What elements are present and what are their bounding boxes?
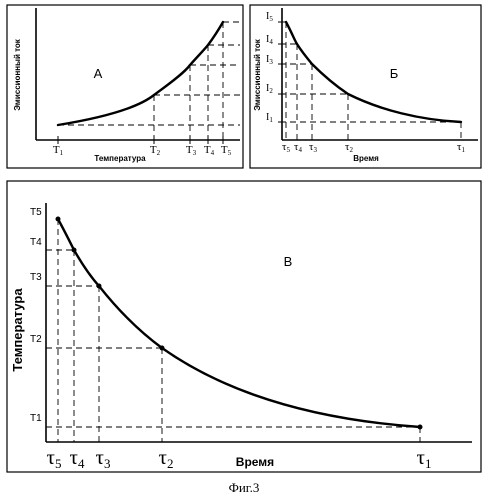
panel-b: I5 I4 I3 I2 I1 τ5 τ4 τ3 τ2 τ1 Время Эмис…	[250, 5, 481, 168]
figure-caption: Фиг.3	[229, 480, 260, 495]
panel-v-y-tick-label: T5	[30, 207, 42, 218]
panel-v-point-1	[418, 425, 423, 430]
panel-v-point-5	[56, 217, 61, 222]
panel-b-x-label: Время	[353, 154, 379, 163]
panel-b-letter: Б	[390, 66, 399, 81]
panel-v-frame	[7, 181, 481, 472]
panel-b-y-label: Эмиссионный ток	[253, 38, 262, 111]
panel-a-letter: А	[94, 66, 103, 81]
panel-v-y-label: Температура	[10, 288, 25, 372]
panel-a-x-label: Температура	[94, 154, 146, 163]
panel-v: T5 T4 T3 T2 T1 τ5 τ4 τ3 τ2 τ1 Время Темп…	[7, 181, 481, 472]
panel-a: T1 T2 T3 T4 T5 Температура Эмиссионный т…	[7, 5, 243, 168]
panel-v-y-tick-label: T2	[30, 334, 42, 345]
panel-v-point-2	[160, 346, 165, 351]
panel-v-point-3	[97, 284, 102, 289]
panel-v-x-label: Время	[236, 455, 274, 469]
panel-a-y-label: Эмиссионный ток	[13, 38, 22, 111]
panel-v-y-tick-label: T3	[30, 272, 42, 283]
panel-v-y-tick-label: T4	[30, 237, 42, 248]
panel-v-point-4	[72, 248, 77, 253]
panel-v-y-tick-label: T1	[30, 413, 42, 424]
panel-v-letter: В	[284, 254, 293, 269]
